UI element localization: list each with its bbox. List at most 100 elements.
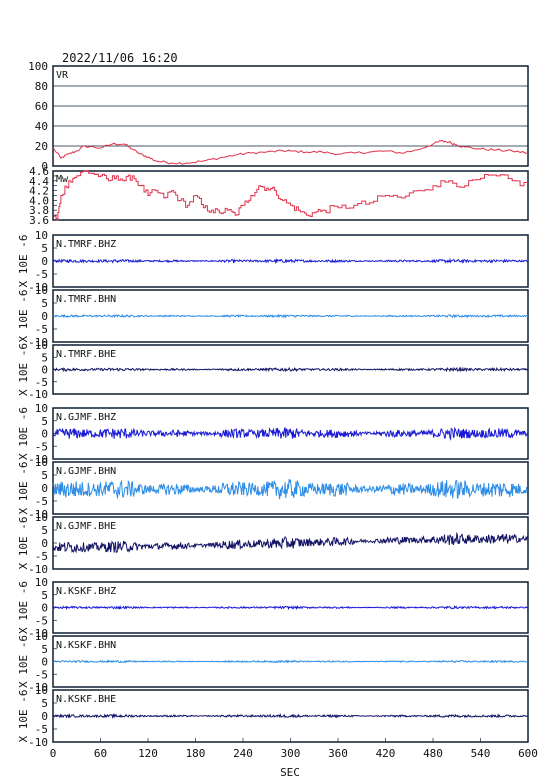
waveform-y-axis-label: X 10E -6 xyxy=(17,407,30,460)
waveform-y-tick-label: 0 xyxy=(41,537,48,550)
waveform-y-tick-label: 10 xyxy=(35,456,48,469)
waveform-y-tick-label: -5 xyxy=(35,550,48,563)
x-tick-label: 60 xyxy=(94,747,107,760)
waveform-series-line xyxy=(52,531,529,554)
mw-panel-frame xyxy=(52,170,529,221)
waveform-y-tick-label: -5 xyxy=(35,268,48,281)
waveform-series-line xyxy=(52,605,529,611)
mw-y-tick-label: 4.4 xyxy=(29,175,49,188)
waveform-y-tick-label: -10 xyxy=(28,681,48,694)
waveform-series-line xyxy=(52,366,529,373)
x-axis-label: SEC xyxy=(280,766,300,779)
vr-series-line xyxy=(52,139,529,165)
waveform-y-tick-label: 0 xyxy=(41,482,48,495)
x-tick-label: 240 xyxy=(233,747,253,760)
waveform-y-tick-label: -5 xyxy=(35,723,48,736)
waveform-series-line xyxy=(52,713,529,719)
vr-panel-frame xyxy=(52,65,529,167)
x-tick-label: 120 xyxy=(138,747,158,760)
waveform-y-axis-label: X 10E -6 xyxy=(17,290,30,343)
waveform-y-axis-label: X 10E -6 xyxy=(17,517,30,570)
waveform-panel-frame xyxy=(52,461,529,515)
waveform-y-tick-label: 0 xyxy=(41,364,48,377)
waveform-y-axis-label: X 10E -6 xyxy=(17,581,30,634)
waveform-y-tick-label: -5 xyxy=(35,376,48,389)
x-tick-label: 360 xyxy=(328,747,348,760)
waveform-y-axis-label: X 10E -6 xyxy=(17,235,30,288)
waveform-y-tick-label: 0 xyxy=(41,255,48,268)
chart-title: 2022/11/06 16:20 xyxy=(62,51,178,65)
waveform-y-tick-label: 0 xyxy=(41,602,48,615)
waveform-y-axis-label: X 10E -6 xyxy=(17,690,30,743)
waveform-y-tick-label: -10 xyxy=(28,627,48,640)
waveform-y-tick-label: 5 xyxy=(41,415,48,428)
waveform-y-tick-label: 5 xyxy=(41,351,48,364)
waveform-y-tick-label: 0 xyxy=(41,428,48,441)
waveform-y-tick-label: 10 xyxy=(35,229,48,242)
waveform-y-axis-label: X 10E -6 xyxy=(17,635,30,688)
waveform-y-tick-label: -5 xyxy=(35,495,48,508)
x-tick-label: 180 xyxy=(186,747,206,760)
waveform-series-line xyxy=(52,426,529,441)
mw-y-tick-label: 4.0 xyxy=(29,194,49,207)
waveform-y-tick-label: 10 xyxy=(35,339,48,352)
waveform-station-label: N.TMRF.BHZ xyxy=(56,239,116,250)
mw-y-tick-label: 4.6 xyxy=(29,165,49,178)
waveform-station-label: N.KSKF.BHN xyxy=(56,640,116,651)
mw-panel-label: Mw xyxy=(56,174,69,185)
waveform-y-tick-label: 10 xyxy=(35,402,48,415)
waveform-series-line xyxy=(52,257,529,264)
x-tick-label: 480 xyxy=(423,747,443,760)
vr-y-tick-label: 40 xyxy=(35,120,48,133)
waveform-y-tick-label: -10 xyxy=(28,563,48,576)
waveform-station-label: N.TMRF.BHE xyxy=(56,349,116,360)
vr-panel-label: VR xyxy=(56,70,69,81)
waveform-y-tick-label: -10 xyxy=(28,736,48,749)
waveform-y-tick-label: 0 xyxy=(41,710,48,723)
x-tick-label: 300 xyxy=(281,747,301,760)
waveform-y-tick-label: 10 xyxy=(35,576,48,589)
x-tick-label: 420 xyxy=(376,747,396,760)
waveform-y-tick-label: -10 xyxy=(28,336,48,349)
waveform-y-tick-label: -10 xyxy=(28,388,48,401)
waveform-y-tick-label: -10 xyxy=(28,281,48,294)
waveform-y-tick-label: 5 xyxy=(41,524,48,537)
waveform-y-tick-label: -5 xyxy=(35,614,48,627)
waveform-y-tick-label: 10 xyxy=(35,284,48,297)
vr-y-tick-label: 0 xyxy=(41,160,48,173)
waveform-series-line xyxy=(52,478,529,500)
x-tick-label: 540 xyxy=(471,747,491,760)
x-tick-label: 600 xyxy=(518,747,538,760)
waveform-y-tick-label: 5 xyxy=(41,469,48,482)
waveform-y-tick-label: -10 xyxy=(28,453,48,466)
waveform-y-tick-label: 5 xyxy=(41,242,48,255)
waveform-y-tick-label: 10 xyxy=(35,511,48,524)
waveform-panel-frame xyxy=(52,516,529,570)
waveform-station-label: N.KSKF.BHE xyxy=(56,694,116,705)
vr-y-tick-label: 60 xyxy=(35,100,48,113)
mw-y-tick-label: 4.2 xyxy=(29,185,49,198)
waveform-series-line xyxy=(52,659,529,664)
waveform-station-label: N.GJMF.BHE xyxy=(56,521,116,532)
waveform-y-tick-label: 5 xyxy=(41,297,48,310)
waveform-y-axis-label: X 10E -6 xyxy=(17,343,30,396)
waveform-y-tick-label: -5 xyxy=(35,668,48,681)
waveform-y-tick-label: 5 xyxy=(41,589,48,602)
waveform-series-line xyxy=(52,313,529,319)
waveform-y-tick-label: 5 xyxy=(41,697,48,710)
waveform-y-tick-label: 5 xyxy=(41,643,48,656)
vr-y-tick-label: 20 xyxy=(35,140,48,153)
waveform-station-label: N.TMRF.BHN xyxy=(56,294,116,305)
mw-y-tick-label: 3.6 xyxy=(29,214,49,227)
mw-y-tick-label: 3.8 xyxy=(29,204,49,217)
waveform-y-tick-label: 0 xyxy=(41,310,48,323)
waveform-y-tick-label: -5 xyxy=(35,323,48,336)
waveform-y-tick-label: 0 xyxy=(41,656,48,669)
mw-series-line xyxy=(53,170,528,221)
waveform-station-label: N.GJMF.BHN xyxy=(56,466,116,477)
waveform-y-tick-label: 10 xyxy=(35,630,48,643)
waveform-y-tick-label: 10 xyxy=(35,684,48,697)
x-tick-label: 0 xyxy=(50,747,57,760)
waveform-y-tick-label: -5 xyxy=(35,440,48,453)
